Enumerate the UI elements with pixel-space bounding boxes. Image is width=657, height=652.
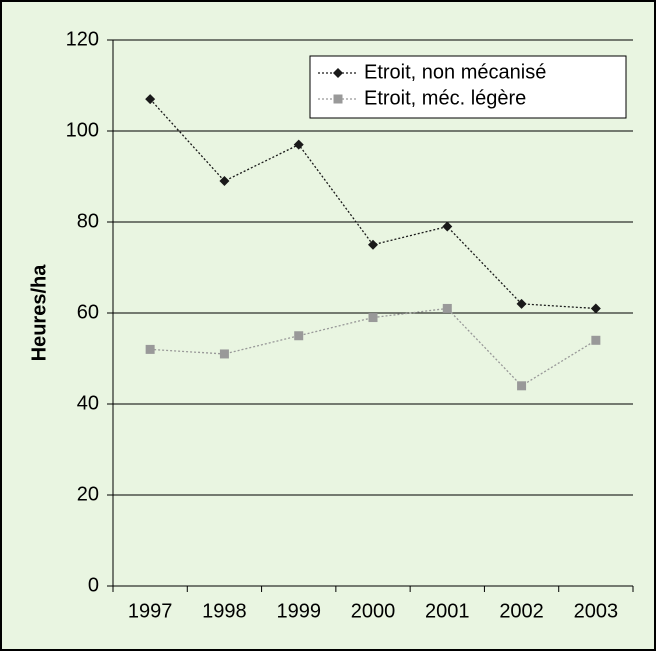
marker bbox=[368, 313, 378, 323]
legend-label: Etroit, méc. légère bbox=[364, 87, 526, 109]
y-tick-label: 0 bbox=[88, 574, 99, 596]
marker bbox=[333, 94, 343, 104]
marker bbox=[516, 298, 527, 309]
y-tick-label: 80 bbox=[77, 210, 99, 232]
marker bbox=[442, 221, 453, 232]
marker bbox=[517, 381, 527, 391]
y-axis-label: Heures/ha bbox=[28, 264, 50, 362]
marker bbox=[294, 331, 304, 341]
y-tick-label: 120 bbox=[66, 28, 99, 50]
marker bbox=[333, 68, 343, 78]
marker bbox=[442, 303, 452, 313]
y-tick-label: 20 bbox=[77, 483, 99, 505]
x-tick-label: 2000 bbox=[351, 600, 396, 622]
marker bbox=[219, 349, 229, 359]
legend-label: Etroit, non mécanisé bbox=[364, 61, 546, 83]
x-tick-label: 1997 bbox=[128, 600, 173, 622]
marker bbox=[145, 344, 155, 354]
y-tick-label: 100 bbox=[66, 119, 99, 141]
x-tick-label: 1999 bbox=[276, 600, 321, 622]
y-tick-label: 40 bbox=[77, 392, 99, 414]
x-tick-label: 2002 bbox=[499, 600, 544, 622]
y-tick-label: 60 bbox=[77, 301, 99, 323]
marker bbox=[591, 335, 601, 345]
x-tick-label: 2003 bbox=[574, 600, 619, 622]
marker bbox=[368, 239, 378, 250]
marker bbox=[145, 94, 156, 105]
x-tick-label: 1998 bbox=[202, 600, 247, 622]
marker bbox=[590, 303, 601, 314]
legend-box bbox=[309, 55, 627, 119]
marker bbox=[219, 176, 230, 187]
x-tick-label: 2001 bbox=[425, 600, 470, 622]
marker bbox=[293, 139, 304, 150]
